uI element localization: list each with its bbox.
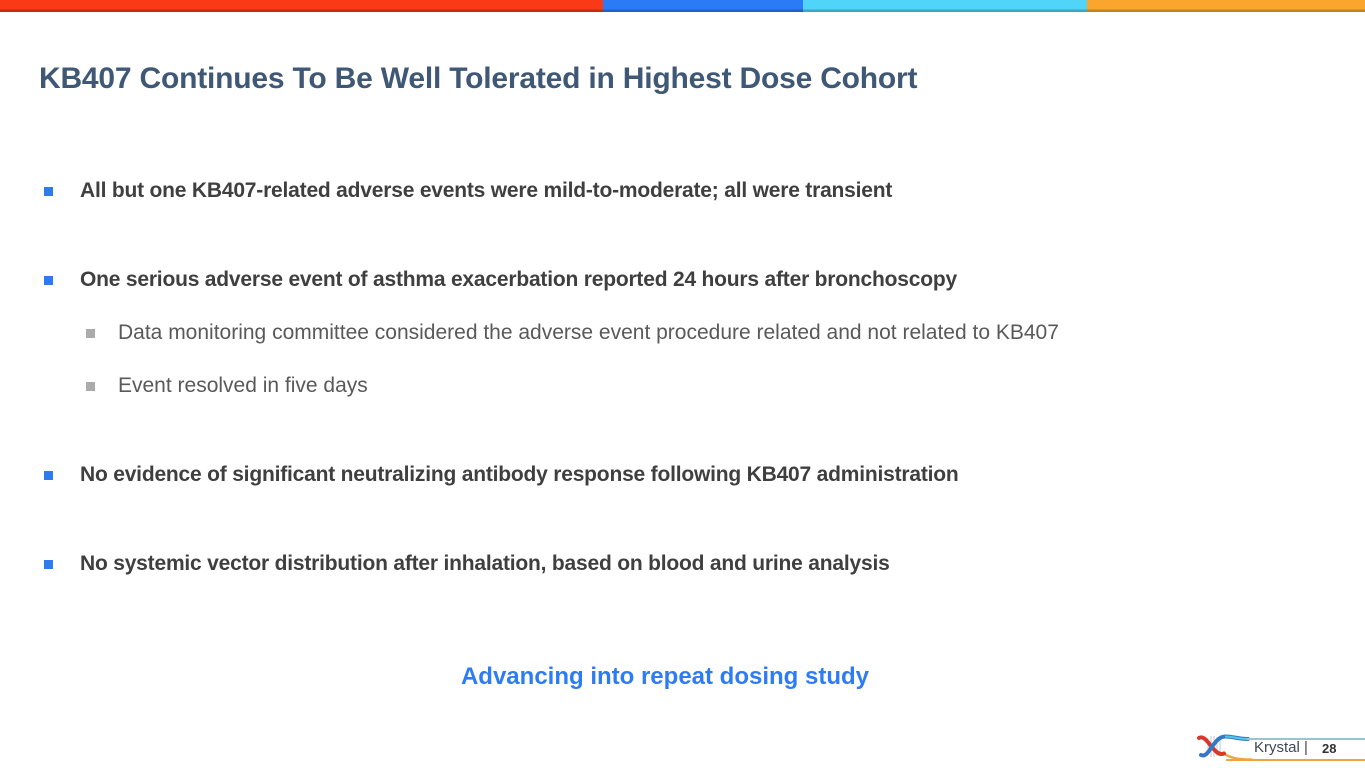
bullet-text: All but one KB407-related adverse events… bbox=[80, 179, 893, 202]
slide-title: KB407 Continues To Be Well Tolerated in … bbox=[39, 62, 918, 96]
bullet-text: No evidence of significant neutralizing … bbox=[80, 463, 959, 486]
bullet-square-icon bbox=[44, 559, 53, 569]
bullet-text: Event resolved in five days bbox=[118, 374, 368, 397]
footer-divider-top bbox=[1247, 738, 1365, 740]
bullet-item: No systemic vector distribution after in… bbox=[44, 552, 1347, 576]
dna-helix-logo-icon bbox=[1197, 734, 1252, 761]
top-bar-segment-red bbox=[0, 0, 604, 12]
bullet-square-icon bbox=[44, 470, 53, 480]
top-color-bar bbox=[0, 0, 1365, 12]
page-number: 28 bbox=[1322, 741, 1337, 756]
brand-text: Krystal | bbox=[1254, 739, 1308, 756]
sub-bullet-item: Event resolved in five days bbox=[44, 374, 1347, 398]
sub-bullet-square-icon bbox=[86, 381, 95, 391]
callout-text: Advancing into repeat dosing study bbox=[460, 663, 870, 690]
sub-bullet-item: Data monitoring committee considered the… bbox=[44, 321, 1347, 345]
bullet-text: Data monitoring committee considered the… bbox=[118, 321, 1059, 344]
bullet-text: One serious adverse event of asthma exac… bbox=[80, 268, 957, 291]
sub-bullet-square-icon bbox=[86, 328, 95, 338]
bullet-square-icon bbox=[44, 186, 53, 196]
footer-divider-bottom bbox=[1226, 759, 1365, 761]
bullet-square-icon bbox=[44, 275, 53, 285]
bullet-list: All but one KB407-related adverse events… bbox=[44, 179, 1347, 576]
top-bar-segment-orange bbox=[1086, 0, 1365, 12]
top-bar-segment-blue bbox=[603, 0, 803, 12]
bullet-item: All but one KB407-related adverse events… bbox=[44, 179, 1347, 203]
bullet-item: One serious adverse event of asthma exac… bbox=[44, 268, 1347, 292]
bullet-item: No evidence of significant neutralizing … bbox=[44, 463, 1347, 487]
top-bar-segment-cyan bbox=[802, 0, 1087, 12]
bullet-text: No systemic vector distribution after in… bbox=[80, 552, 890, 575]
